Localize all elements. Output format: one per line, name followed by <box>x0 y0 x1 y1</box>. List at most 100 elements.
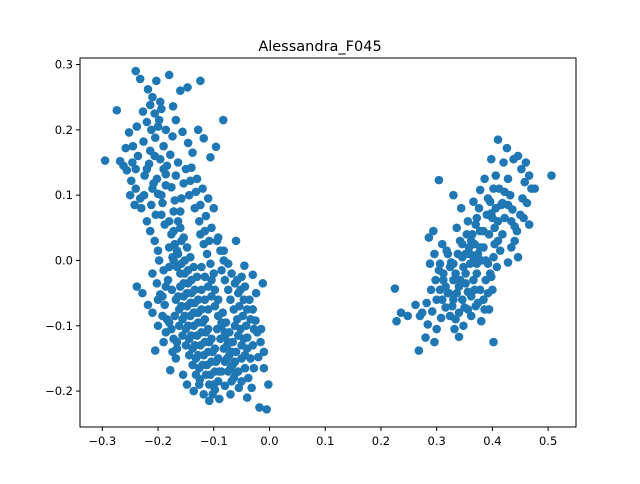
scatter-point <box>190 285 200 295</box>
scatter-point <box>259 363 269 373</box>
scatter-point <box>178 127 187 137</box>
scatter-point <box>203 305 213 314</box>
x-tick-label: 0.3 <box>428 434 446 448</box>
scatter-point <box>177 194 186 203</box>
scatter-point <box>431 275 440 285</box>
scatter-point <box>148 269 157 278</box>
scatter-point <box>154 115 164 125</box>
scatter-point <box>172 246 182 255</box>
scatter-point <box>449 190 458 200</box>
scatter-point <box>152 76 161 86</box>
scatter-point <box>465 259 475 269</box>
scatter-point <box>220 381 230 391</box>
scatter-point <box>488 213 497 223</box>
y-tick-label: 0.3 <box>55 58 73 72</box>
scatter-point <box>171 354 181 363</box>
scatter-point <box>197 305 206 314</box>
scatter-point <box>520 177 530 187</box>
scatter-point <box>187 275 196 285</box>
scatter-point <box>443 249 453 259</box>
scatter-point <box>145 226 155 236</box>
scatter-point <box>424 233 434 242</box>
x-tick-label: −0.1 <box>200 434 228 448</box>
scatter-point <box>147 200 156 210</box>
x-tick-label: 0.5 <box>539 434 557 448</box>
scatter-point <box>213 295 223 304</box>
scatter-point <box>258 279 268 288</box>
scatter-point <box>441 303 450 312</box>
scatter-point <box>232 314 242 324</box>
scatter-point <box>207 357 216 366</box>
scatter-point <box>411 300 420 310</box>
scatter-point <box>452 223 462 233</box>
scatter-point <box>461 249 470 259</box>
scatter-point <box>124 128 134 137</box>
scatter-point <box>169 226 178 236</box>
scatter-point <box>176 269 185 278</box>
scatter-point <box>170 311 180 321</box>
scatter-point <box>184 350 194 360</box>
scatter-point <box>493 135 503 144</box>
scatter-point <box>169 256 178 265</box>
scatter-point <box>262 405 272 414</box>
scatter-point <box>489 252 498 262</box>
scatter-point <box>489 337 498 347</box>
scatter-point <box>198 184 207 193</box>
scatter-point <box>480 174 489 184</box>
scatter-point <box>177 301 186 311</box>
y-tick-label: 0.0 <box>55 253 73 267</box>
scatter-point <box>203 324 213 334</box>
scatter-point <box>211 142 221 152</box>
scatter-point <box>193 125 203 135</box>
scatter-point <box>148 308 157 318</box>
scatter-point <box>213 354 223 363</box>
scatter-point <box>186 176 195 186</box>
scatter-point <box>164 70 174 80</box>
scatter-point <box>213 311 223 321</box>
scatter-point <box>199 134 209 143</box>
scatter-point <box>524 220 534 229</box>
scatter-point <box>223 285 233 295</box>
scatter-point <box>547 171 556 180</box>
scatter-point <box>454 332 464 342</box>
scatter-point <box>444 288 454 298</box>
scatter-point <box>450 324 459 334</box>
scatter-point <box>194 216 204 226</box>
scatter-point <box>476 256 486 265</box>
scatter-point <box>150 236 159 246</box>
scatter-point <box>145 100 155 110</box>
scatter-point <box>172 262 182 272</box>
scatter-point <box>201 370 211 380</box>
scatter-point <box>174 321 184 331</box>
scatter-point <box>158 311 167 321</box>
scatter-point <box>199 390 209 399</box>
scatter-point <box>458 239 467 249</box>
scatter-point <box>519 213 528 223</box>
scatter-point <box>471 220 480 229</box>
scatter-point <box>437 295 447 304</box>
scatter-point <box>186 298 195 308</box>
scatter-point <box>210 285 220 295</box>
scatter-point <box>189 308 198 318</box>
scatter-point <box>441 282 450 291</box>
scatter-point <box>209 269 219 278</box>
scatter-point <box>206 259 215 269</box>
scatter-point <box>142 216 152 226</box>
scatter-point <box>469 197 478 206</box>
scatter-point <box>154 256 164 265</box>
scatter-point <box>178 370 188 380</box>
scatter-point <box>220 357 230 366</box>
scatter-point <box>486 272 496 282</box>
scatter-point <box>180 311 190 321</box>
scatter-point <box>160 300 170 310</box>
scatter-point <box>200 295 210 304</box>
scatter-point <box>215 394 224 404</box>
scatter-point <box>502 143 512 153</box>
scatter-point <box>183 321 193 331</box>
scatter-point <box>161 125 171 135</box>
scatter-point <box>495 246 505 255</box>
scatter-point <box>244 373 253 383</box>
scatter-point <box>234 383 244 393</box>
scatter-point <box>204 236 214 246</box>
